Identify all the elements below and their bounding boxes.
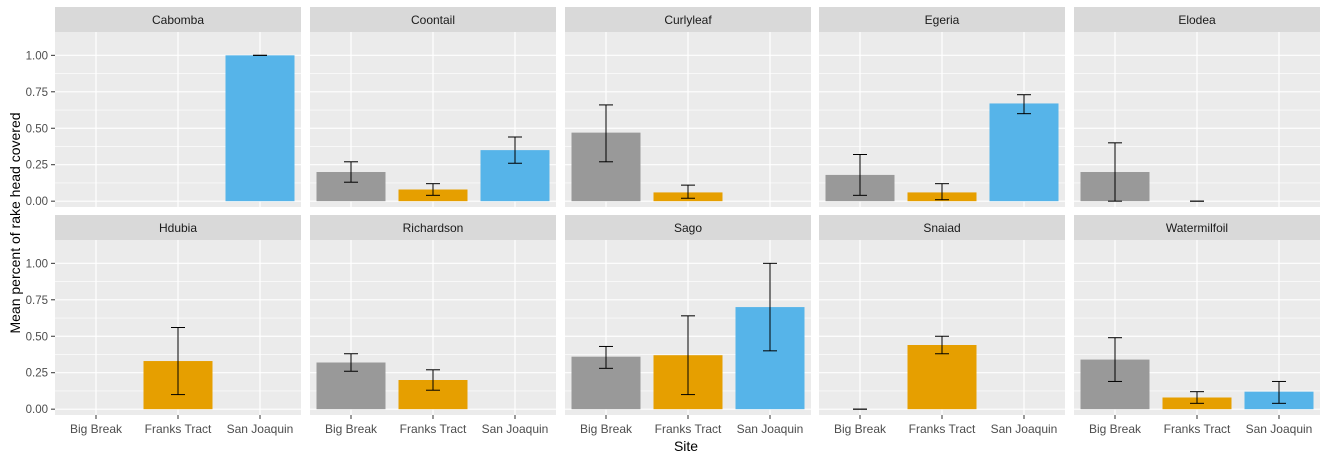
- error-bar: [426, 183, 440, 196]
- x-tick-label: Big Break: [70, 422, 123, 436]
- facet-panel-hdubia: Hdubia: [55, 215, 301, 415]
- error-bar: [1190, 391, 1204, 404]
- facet-strip: [565, 215, 811, 240]
- error-bar: [1272, 380, 1286, 404]
- x-tick-label: Franks Tract: [655, 422, 722, 436]
- bar-franks-tract: [907, 345, 977, 410]
- x-tick-label: San Joaquin: [1246, 422, 1313, 436]
- facet-strip: [1074, 7, 1320, 32]
- x-tick-label: Big Break: [580, 422, 633, 436]
- x-tick-label: San Joaquin: [227, 422, 294, 436]
- error-bar: [599, 104, 613, 163]
- facet-panel-snaiad: Snaiad: [819, 215, 1065, 415]
- y-tick-label: 0.75: [26, 87, 48, 99]
- facet-strip-label: Cabomba: [152, 13, 204, 27]
- x-tick-label: Franks Tract: [909, 422, 976, 436]
- facet-panel-cabomba: Cabomba: [55, 7, 301, 207]
- error-bar: [171, 327, 185, 396]
- error-bar: [344, 353, 358, 372]
- y-tick-label: 0.50: [26, 331, 48, 343]
- x-tick-label: San Joaquin: [737, 422, 804, 436]
- error-bar: [1017, 94, 1031, 115]
- error-bar: [1108, 337, 1122, 382]
- facet-strip: [565, 7, 811, 32]
- facet-strip-label: Watermilfoil: [1166, 221, 1228, 235]
- x-tick-label: San Joaquin: [482, 422, 549, 436]
- error-bar: [344, 161, 358, 183]
- facet-strip-label: Coontail: [411, 13, 455, 27]
- facet-strip: [819, 215, 1065, 240]
- facet-panel-coontail: Coontail: [310, 7, 556, 207]
- y-tick-label: 1.00: [26, 258, 48, 270]
- y-axis-row-1: 0.00 0.25 0.50 0.75 1.00: [26, 50, 55, 208]
- bar-san-joaquin: [989, 103, 1059, 202]
- error-bar: [935, 335, 949, 355]
- y-axis-row-2: 0.00 0.25 0.50 0.75 1.00: [26, 258, 55, 416]
- error-bar: [508, 136, 522, 164]
- facet-strip-label: Hdubia: [159, 221, 197, 235]
- facet-panels: Cabomba Coontail Curlyleaf Egeria Elodea Hdub…: [55, 7, 1320, 415]
- x-tick-label: San Joaquin: [991, 422, 1058, 436]
- y-tick-label: 0.00: [26, 404, 48, 416]
- y-tick-label: 0.50: [26, 123, 48, 135]
- y-axes: 0.00 0.25 0.50 0.75 1.00 0.00 0.25 0.50 0.75 1.00: [26, 50, 55, 416]
- x-axis-col-2: Big Break Franks Tract San Joaquin: [325, 415, 548, 436]
- error-bar: [599, 345, 613, 369]
- facet-strip: [55, 7, 301, 32]
- error-bar: [426, 369, 440, 391]
- facet-strip: [310, 215, 556, 240]
- x-axis-col-1: Big Break Franks Tract San Joaquin: [70, 415, 293, 436]
- facet-strip-label: Curlyleaf: [664, 13, 712, 27]
- facet-strip-label: Snaiad: [923, 221, 960, 235]
- error-bar: [935, 183, 949, 201]
- x-axis-title: Site: [674, 438, 698, 454]
- facet-panel-curlyleaf: Curlyleaf: [565, 7, 811, 207]
- error-bar: [763, 262, 777, 352]
- x-tick-label: Franks Tract: [400, 422, 467, 436]
- y-tick-label: 0.75: [26, 295, 48, 307]
- facet-strip-label: Egeria: [925, 13, 960, 27]
- x-tick-label: Franks Tract: [1164, 422, 1231, 436]
- error-bar: [681, 184, 695, 199]
- x-axis-col-5: Big Break Franks Tract San Joaquin: [1089, 415, 1312, 436]
- facet-strip: [55, 215, 301, 240]
- x-tick-label: Franks Tract: [145, 422, 212, 436]
- y-tick-label: 0.25: [26, 368, 48, 380]
- y-tick-label: 0.25: [26, 160, 48, 172]
- facet-panel-watermilfoil: Watermilfoil: [1074, 215, 1320, 415]
- facet-strip-label: Sago: [674, 221, 702, 235]
- x-axis-col-3: Big Break Franks Tract San Joaquin: [580, 415, 803, 436]
- facet-panel-egeria: Egeria: [819, 7, 1065, 207]
- facet-panel-richardson: Richardson: [310, 215, 556, 415]
- error-bar: [853, 154, 867, 196]
- x-tick-label: Big Break: [325, 422, 378, 436]
- y-tick-label: 1.00: [26, 50, 48, 62]
- y-tick-label: 0.00: [26, 196, 48, 208]
- facet-panel-sago: Sago: [565, 215, 811, 415]
- x-axis-col-4: Big Break Franks Tract San Joaquin: [834, 415, 1057, 436]
- facet-strip: [1074, 215, 1320, 240]
- error-bar: [681, 315, 695, 396]
- facet-strip-label: Elodea: [1178, 13, 1216, 27]
- facet-panel-elodea: Elodea: [1074, 7, 1320, 207]
- bar-san-joaquin: [225, 55, 295, 202]
- facet-strip: [310, 7, 556, 32]
- facet-strip-label: Richardson: [403, 221, 464, 235]
- x-tick-label: Big Break: [834, 422, 887, 436]
- x-axes: Big Break Franks Tract San Joaquin Big Brea…: [70, 415, 1312, 436]
- error-bar: [1108, 142, 1122, 202]
- x-tick-label: Big Break: [1089, 422, 1142, 436]
- facet-strip: [819, 7, 1065, 32]
- y-axis-title: Mean percent of rake head covered: [7, 112, 23, 333]
